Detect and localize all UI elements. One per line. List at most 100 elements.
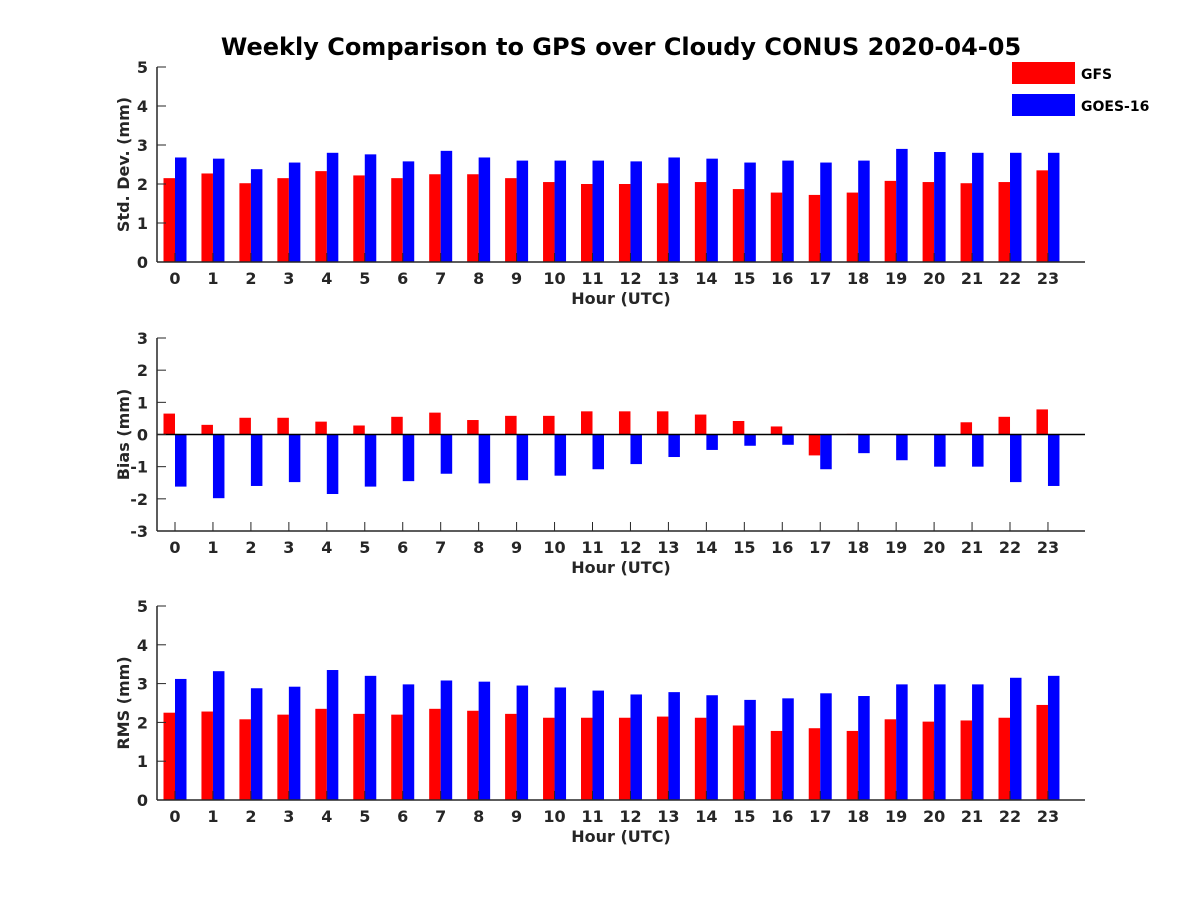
rms-bar-gfs-h5	[353, 713, 365, 800]
bias-bar-gfs-h21	[960, 422, 973, 435]
bias-bar-gfs-h6	[391, 416, 403, 435]
rms-xtick-label: 15	[733, 807, 755, 826]
std-dev-xtick-label: 9	[511, 269, 522, 288]
std-dev-bar-gfs-h20	[922, 182, 935, 262]
bias-bar-goes16-h1	[212, 434, 225, 499]
std-dev-xtick-label: 19	[885, 269, 907, 288]
std-dev-bar-goes16-h23	[1047, 152, 1060, 262]
rms-bar-gfs-h8	[467, 710, 479, 800]
rms-xtick-label: 2	[245, 807, 256, 826]
bias-xtick-label: 16	[771, 538, 793, 557]
chart-title: Weekly Comparison to GPS over Cloudy CON…	[221, 33, 1021, 61]
bias-bar-gfs-h4	[315, 421, 327, 435]
std-dev-xtick-label: 8	[473, 269, 484, 288]
bias-bar-goes16-h22	[1010, 434, 1022, 483]
std-dev-xtick-label: 16	[771, 269, 793, 288]
rms-bar-goes16-h18	[858, 696, 870, 800]
rms-xtick-label: 16	[771, 807, 793, 826]
rms-bar-gfs-h0	[163, 712, 175, 800]
bias-ytick-label: 0	[137, 426, 148, 445]
std-dev-xtick-label: 0	[169, 269, 180, 288]
rms-ytick-label: 3	[137, 675, 148, 694]
std-dev-ytick-label: 1	[137, 214, 148, 233]
std-dev-bar-gfs-h3	[277, 178, 289, 262]
bias-bar-goes16-h9	[516, 434, 529, 481]
rms-bar-gfs-h15	[732, 725, 745, 800]
std-dev-xlabel: Hour (UTC)	[571, 289, 671, 308]
rms-ylabel: RMS (mm)	[114, 656, 133, 749]
bias-bar-goes16-h12	[630, 434, 642, 465]
rms-bar-goes16-h16	[782, 698, 794, 800]
std-dev-bar-gfs-h17	[808, 194, 821, 262]
bias-xtick-label: 5	[359, 538, 370, 557]
bias-xtick-label: 7	[435, 538, 446, 557]
rms-bar-gfs-h13	[656, 716, 669, 800]
bias-bar-goes16-h20	[934, 434, 946, 467]
bias-ytick-label: 2	[137, 361, 148, 380]
rms-xtick-label: 13	[657, 807, 679, 826]
std-dev-bar-gfs-h8	[467, 174, 479, 262]
std-dev-bar-goes16-h9	[516, 160, 529, 262]
bias-bar-goes16-h19	[896, 434, 908, 461]
std-dev-bar-gfs-h6	[391, 178, 403, 262]
bias-bar-gfs-h12	[618, 411, 631, 435]
std-dev-xtick-label: 5	[359, 269, 370, 288]
bias-xtick-label: 22	[999, 538, 1021, 557]
bias-xtick-label: 2	[245, 538, 256, 557]
rms-xtick-label: 20	[923, 807, 945, 826]
rms-bar-gfs-h9	[505, 713, 517, 800]
std-dev-ytick-label: 5	[137, 58, 148, 77]
bias-bar-goes16-h14	[706, 434, 718, 450]
bias-xtick-label: 1	[207, 538, 218, 557]
std-dev-bar-gfs-h19	[884, 180, 897, 262]
std-dev-bar-gfs-h13	[656, 183, 669, 262]
bias-bar-goes16-h2	[250, 434, 263, 486]
rms-bar-goes16-h0	[175, 678, 187, 800]
bias-bar-gfs-h14	[694, 414, 707, 435]
rms-xlabel: Hour (UTC)	[571, 827, 671, 846]
rms-ytick-label: 0	[137, 791, 148, 810]
bias-bar-gfs-h0	[163, 413, 175, 435]
bias-bar-goes16-h4	[326, 434, 339, 495]
std-dev-xtick-label: 12	[619, 269, 641, 288]
std-dev-bar-goes16-h2	[250, 169, 263, 262]
bias-bar-gfs-h23	[1036, 409, 1048, 435]
std-dev-bar-goes16-h16	[782, 160, 794, 262]
bias-bar-goes16-h5	[364, 434, 377, 487]
rms-bar-goes16-h2	[250, 688, 263, 800]
std-dev-xtick-label: 23	[1037, 269, 1059, 288]
bias-xtick-label: 12	[619, 538, 641, 557]
std-dev-bar-gfs-h10	[543, 182, 555, 262]
rms-bar-gfs-h18	[846, 730, 859, 800]
std-dev-xtick-label: 4	[321, 269, 332, 288]
rms-bar-gfs-h6	[391, 714, 403, 800]
rms-bar-gfs-h20	[922, 721, 935, 800]
bias-bar-gfs-h22	[998, 416, 1011, 435]
rms-xtick-label: 1	[207, 807, 218, 826]
std-dev-bar-gfs-h15	[732, 189, 745, 262]
bias-bar-goes16-h11	[592, 434, 605, 470]
std-dev-xtick-label: 15	[733, 269, 755, 288]
std-dev-bar-goes16-h19	[896, 148, 908, 262]
bias-xtick-label: 17	[809, 538, 831, 557]
rms-ytick-label: 4	[137, 636, 148, 655]
rms-bar-goes16-h20	[934, 684, 946, 800]
std-dev-bar-gfs-h12	[618, 184, 631, 262]
rms-ytick-label: 5	[137, 597, 148, 616]
bias-bar-goes16-h16	[782, 434, 794, 445]
bias-bar-gfs-h1	[201, 424, 213, 435]
rms-bar-goes16-h14	[706, 695, 718, 800]
rms-bar-gfs-h23	[1036, 704, 1048, 800]
bias-bar-goes16-h17	[820, 434, 832, 470]
bias-bar-gfs-h11	[581, 411, 593, 435]
rms-bar-gfs-h19	[884, 719, 897, 800]
rms-bar-goes16-h22	[1010, 677, 1022, 800]
std-dev-bar-gfs-h23	[1036, 170, 1048, 262]
legend-label-gfs: GFS	[1081, 67, 1112, 83]
rms-bar-gfs-h10	[543, 717, 555, 800]
rms-ytick-label: 1	[137, 752, 148, 771]
std-dev-bar-gfs-h9	[505, 178, 517, 262]
bias-ytick-label: -2	[130, 490, 148, 509]
bias-bar-goes16-h3	[288, 434, 301, 483]
